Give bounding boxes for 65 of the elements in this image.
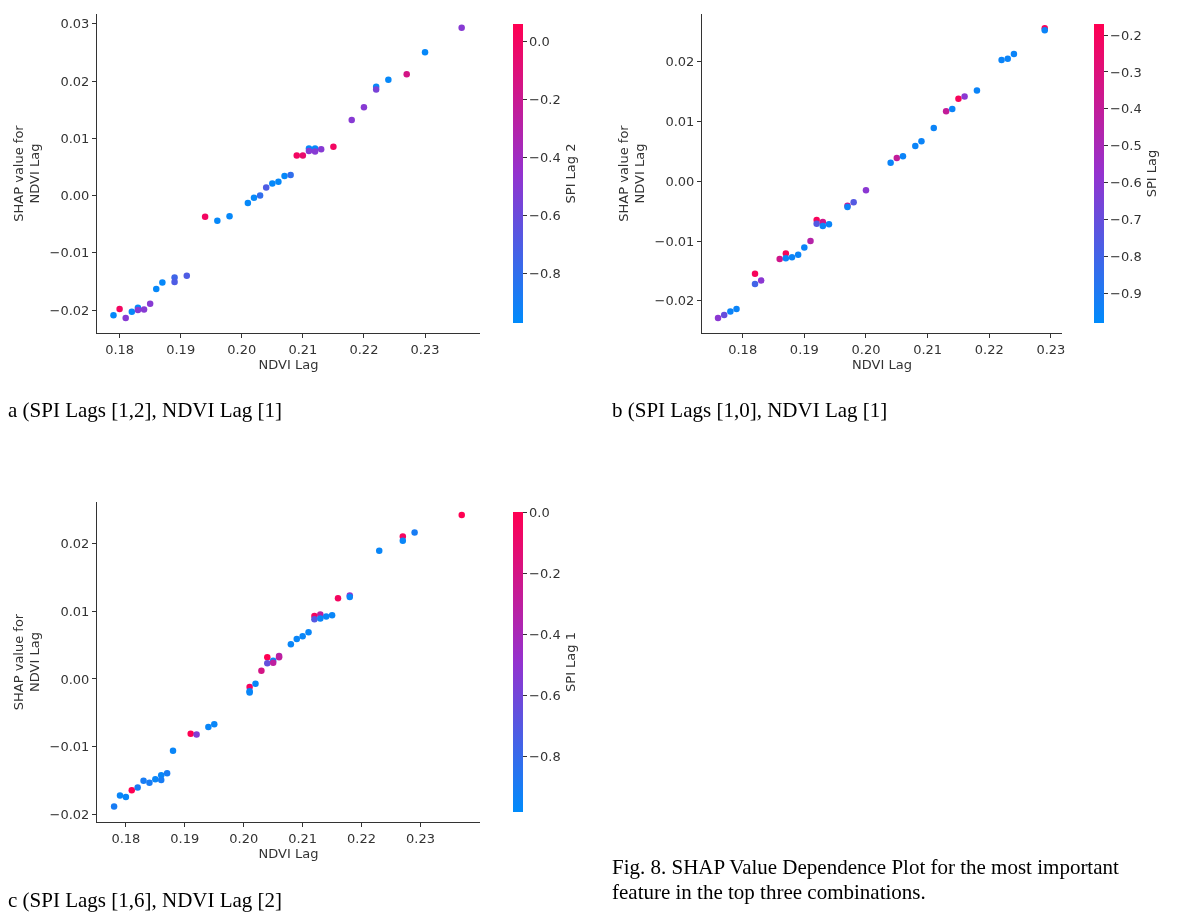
x-tick-label: 0.20 [227, 341, 257, 357]
y-axis-title: SHAP value for NDVI Lag [10, 613, 43, 711]
y-tick-label: −0.02 [49, 807, 90, 823]
color-bar-label: −0.6 [529, 208, 561, 224]
y-tick-label: 0.00 [60, 188, 90, 204]
x-tick-label: 0.23 [1036, 341, 1066, 357]
x-tick-label: 0.22 [347, 830, 377, 846]
x-tick-label: 0.20 [229, 830, 259, 846]
x-tick-label: 0.22 [349, 341, 379, 357]
color-bar-label: −0.4 [529, 627, 561, 642]
color-bar-title: SPI Lag [1143, 149, 1159, 198]
color-bar-label: −0.9 [1110, 286, 1142, 302]
y-tick-label: −0.01 [49, 739, 90, 755]
y-tick-label: −0.01 [49, 245, 90, 261]
x-tick-label: 0.19 [166, 341, 196, 357]
y-tick-label: 0.02 [60, 73, 90, 89]
x-axis-title: NDVI Lag [258, 357, 319, 373]
color-bar-label: −0.4 [529, 150, 561, 166]
color-bar-title: SPI Lag 2 [562, 143, 578, 204]
color-bar-label: −0.5 [1110, 138, 1142, 154]
y-tick-label: 0.01 [665, 114, 695, 130]
y-tick-label: −0.02 [654, 293, 695, 309]
x-tick-label: 0.19 [170, 830, 200, 846]
color-bar-label: −0.6 [1110, 175, 1142, 191]
text: b (SPI Lags [1,0], NDVI Lag [1] [612, 398, 888, 423]
color-bar-label: −0.8 [1110, 249, 1142, 265]
color-bar-label: −0.2 [1110, 27, 1142, 43]
color-bar-label: 0.0 [529, 33, 550, 49]
y-tick-label: 0.02 [60, 535, 90, 551]
x-tick-label: 0.23 [410, 341, 440, 357]
color-bar-label: −0.2 [529, 92, 561, 108]
y-tick-label: 0.01 [60, 130, 90, 146]
text: c (SPI Lags [1,6], NDVI Lag [2] [8, 888, 283, 913]
x-tick-label: 0.23 [406, 830, 435, 846]
color-bar-label: −0.8 [529, 266, 561, 282]
y-tick-label: 0.01 [60, 603, 90, 619]
color-bar-label: −0.8 [529, 749, 561, 765]
x-tick-label: 0.22 [974, 341, 1004, 357]
x-axis-title: NDVI Lag [258, 846, 319, 862]
y-tick-label: −0.02 [49, 302, 90, 318]
caption: Fig. 8. SHAP Value Dependence Plot for the most important feature in the top three combinations. [612, 855, 1120, 905]
color-bar-label: −0.3 [1110, 64, 1142, 80]
color-bar-label: −0.4 [1110, 101, 1142, 117]
color-bar-title: SPI Lag 1 [562, 632, 578, 692]
x-tick-label: 0.18 [728, 341, 758, 357]
y-tick-label: 0.02 [665, 54, 695, 70]
y-tick-label: 0.00 [60, 671, 90, 687]
y-tick-label: 0.00 [665, 173, 695, 189]
x-tick-label: 0.21 [288, 830, 318, 846]
x-tick-label: 0.21 [288, 341, 318, 357]
color-bar-label: −0.6 [529, 688, 561, 704]
y-tick-label: 0.03 [60, 16, 90, 32]
x-tick-label: 0.21 [913, 341, 943, 357]
color-bar-label: 0.0 [529, 504, 550, 520]
x-tick-label: 0.20 [851, 341, 881, 357]
y-axis-title: SHAP value for NDVI Lag [615, 124, 648, 222]
x-tick-label: 0.19 [789, 341, 819, 357]
y-axis-title: SHAP value for NDVI Lag [10, 124, 43, 222]
text: a (SPI Lags [1,2], NDVI Lag [1] [8, 398, 283, 423]
x-axis-title: NDVI Lag [852, 357, 912, 373]
y-tick-label: −0.01 [654, 233, 695, 249]
color-bar-label: −0.2 [529, 565, 561, 581]
x-tick-label: 0.18 [105, 341, 135, 357]
color-bar-label: −0.7 [1110, 212, 1142, 228]
x-tick-label: 0.18 [111, 830, 141, 846]
